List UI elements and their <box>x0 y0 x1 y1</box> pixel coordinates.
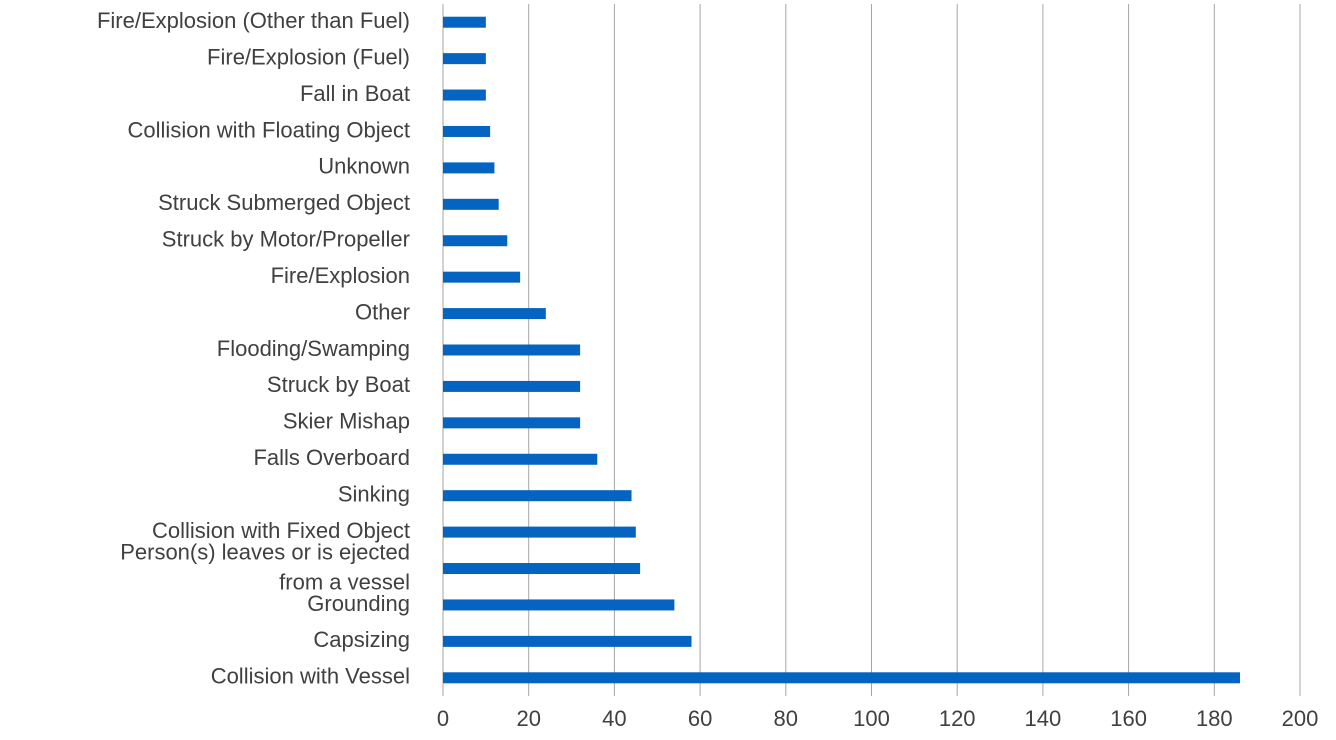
bar <box>443 89 486 101</box>
x-tick-label: 120 <box>939 706 976 731</box>
y-tick-label: Struck Submerged Object <box>158 190 410 215</box>
y-tick-label: Unknown <box>318 154 410 179</box>
x-tick-label: 200 <box>1282 706 1319 731</box>
bar <box>443 162 495 174</box>
x-tick-label: 0 <box>437 706 449 731</box>
x-tick-label: 40 <box>602 706 626 731</box>
y-tick-label: Collision with Floating Object <box>128 117 410 142</box>
y-tick-label: Struck by Boat <box>267 372 410 397</box>
x-tick-label: 160 <box>1110 706 1147 731</box>
bar <box>443 271 521 283</box>
y-tick-label: Capsizing <box>313 627 410 652</box>
x-tick-label: 20 <box>516 706 540 731</box>
y-tick-label: Flooding/Swamping <box>217 336 410 361</box>
y-tick-label: Fall in Boat <box>300 81 410 106</box>
y-tick-label: Struck by Motor/Propeller <box>162 227 410 252</box>
x-tick-label: 180 <box>1196 706 1233 731</box>
bar <box>443 453 598 465</box>
y-tick-label: Falls Overboard <box>253 445 410 470</box>
bar <box>443 672 1241 684</box>
bar <box>443 53 486 65</box>
y-tick-label: Fire/Explosion (Other than Fuel) <box>97 8 410 33</box>
y-tick-label: Fire/Explosion <box>271 263 410 288</box>
y-tick-label: Sinking <box>338 481 410 506</box>
bar <box>443 235 508 247</box>
bar <box>443 635 692 647</box>
bar <box>443 526 636 538</box>
y-tick-label: Collision with Fixed Object <box>152 518 410 543</box>
y-tick-label: Skier Mishap <box>283 409 410 434</box>
x-tick-label: 100 <box>853 706 890 731</box>
bar <box>443 16 486 28</box>
x-tick-label: 140 <box>1025 706 1062 731</box>
y-tick-label: Other <box>355 299 410 324</box>
bar <box>443 490 632 502</box>
bar <box>443 563 641 575</box>
bar <box>443 599 675 611</box>
bar <box>443 308 546 320</box>
bar <box>443 125 491 137</box>
x-tick-label: 80 <box>774 706 798 731</box>
y-tick-label-line: Person(s) leaves or is ejected <box>120 539 410 564</box>
y-tick-label: Grounding <box>307 591 410 616</box>
bar <box>443 198 499 210</box>
bar <box>443 344 581 356</box>
bar <box>443 417 581 429</box>
y-tick-label: Person(s) leaves or is ejected from a ves… <box>120 539 410 594</box>
y-tick-label: Collision with Vessel <box>211 664 410 689</box>
y-tick-label-line: from a vessel <box>279 569 410 594</box>
bar <box>443 380 581 392</box>
y-tick-label: Fire/Explosion (Fuel) <box>207 44 410 69</box>
x-tick-label: 60 <box>688 706 712 731</box>
